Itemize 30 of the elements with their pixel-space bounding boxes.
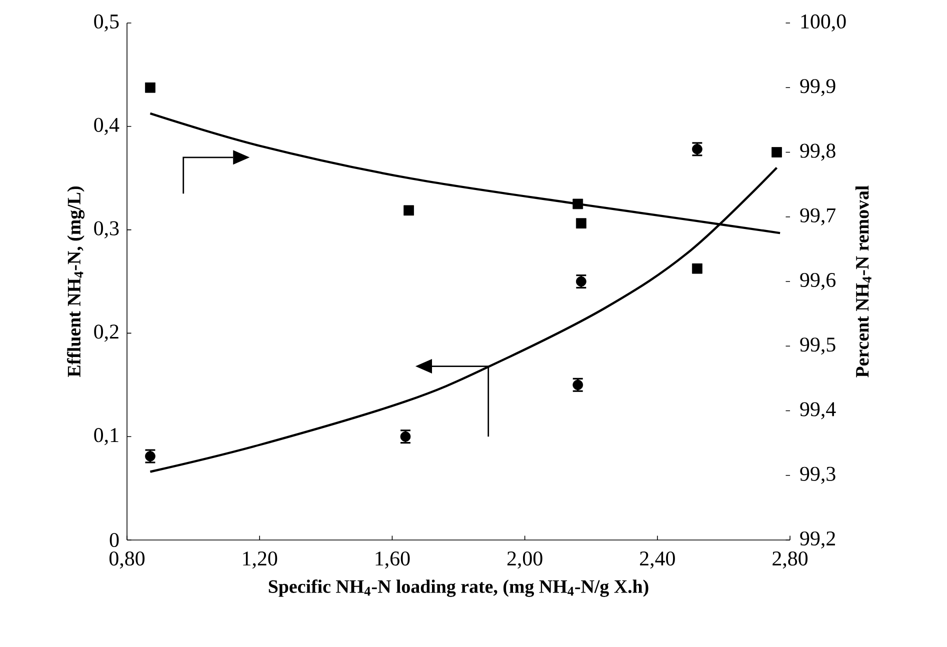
point bbox=[404, 205, 414, 216]
y2-tick-label: 99,9 bbox=[800, 79, 836, 96]
y2-tick-label: 99,5 bbox=[800, 338, 836, 355]
point bbox=[692, 263, 702, 274]
point bbox=[145, 82, 156, 93]
x-tick-label: 2,80 bbox=[772, 551, 808, 569]
y2-tick-label: 99,6 bbox=[800, 272, 836, 290]
y-tick-label: 0,5 bbox=[94, 14, 119, 32]
y2-tick-label: 99,2 bbox=[800, 531, 835, 549]
y2-tick-label: 99,8 bbox=[800, 144, 836, 161]
y-tick-label: 0,1 bbox=[94, 428, 118, 446]
y-axis-title: Effluent NH$_{4}$-N, (mg/L) bbox=[67, 186, 85, 377]
y-tick-label: 0,4 bbox=[94, 118, 120, 135]
point bbox=[772, 147, 782, 158]
x-axis-title: Specific NH$_{4}$-N loading rate, (mg NH$_{4}$-N/g X.h) bbox=[268, 579, 648, 597]
y-tick-label: 0 bbox=[110, 532, 119, 548]
y2-tick-label: 99,3 bbox=[800, 466, 836, 484]
y2-tick-label: 99,7 bbox=[800, 208, 836, 226]
x-tick-label: 1,60 bbox=[376, 551, 410, 569]
y2-tick-label: 99,4 bbox=[800, 402, 836, 420]
point bbox=[576, 218, 586, 229]
x-tick-label: 2,40 bbox=[640, 551, 675, 569]
x-tick-label: 0,80 bbox=[109, 551, 145, 569]
y-tick-label: 0,2 bbox=[94, 324, 118, 342]
y2-tick-label: 100,0 bbox=[801, 14, 846, 32]
x-tick-label: 1,20 bbox=[243, 551, 278, 569]
y-tick-label: 0,3 bbox=[94, 221, 119, 238]
x-tick-label: 2,00 bbox=[507, 551, 542, 569]
y2-axis-title: Percent NH$_{4}$-N removal bbox=[855, 186, 872, 378]
point bbox=[572, 198, 584, 210]
